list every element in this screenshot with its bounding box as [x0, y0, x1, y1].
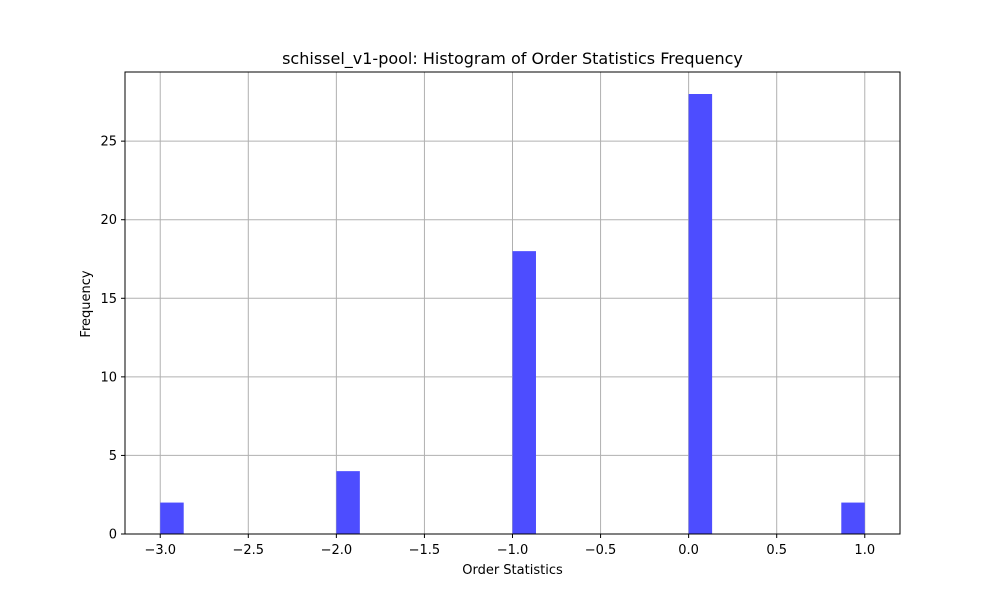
histogram-bar: [688, 94, 713, 534]
x-tick-label: 0.0: [678, 543, 699, 558]
y-tick-label: 20: [100, 213, 117, 228]
x-tick-label: −3.0: [144, 543, 176, 558]
histogram-bar: [160, 502, 184, 534]
y-tick-label: 10: [100, 370, 117, 385]
y-axis-ticks: 0 5 10 15 20 25: [100, 135, 125, 543]
x-tick-label: −2.0: [321, 543, 353, 558]
x-tick-label: −1.5: [409, 543, 441, 558]
x-tick-label: 0.5: [766, 543, 787, 558]
y-tick-label: 25: [100, 135, 117, 150]
y-tick-label: 15: [100, 292, 117, 307]
y-axis-label: Frequency: [79, 270, 94, 337]
histogram-bar: [841, 502, 865, 534]
x-axis-label: Order Statistics: [462, 563, 563, 578]
x-tick-label: −0.5: [585, 543, 617, 558]
y-tick-label: 0: [109, 528, 117, 543]
histogram-bars: [160, 94, 865, 534]
chart-title: schissel_v1-pool: Histogram of Order Sta…: [282, 49, 743, 69]
histogram-bar: [512, 251, 536, 534]
y-tick-label: 5: [109, 449, 117, 464]
x-tick-label: −2.5: [233, 543, 265, 558]
x-axis-ticks: −3.0 −2.5 −2.0 −1.5 −1.0 −0.5 0.0 0.5 1.0: [144, 534, 875, 558]
histogram-bar: [336, 471, 360, 534]
x-tick-label: 1.0: [854, 543, 875, 558]
x-tick-label: −1.0: [497, 543, 529, 558]
